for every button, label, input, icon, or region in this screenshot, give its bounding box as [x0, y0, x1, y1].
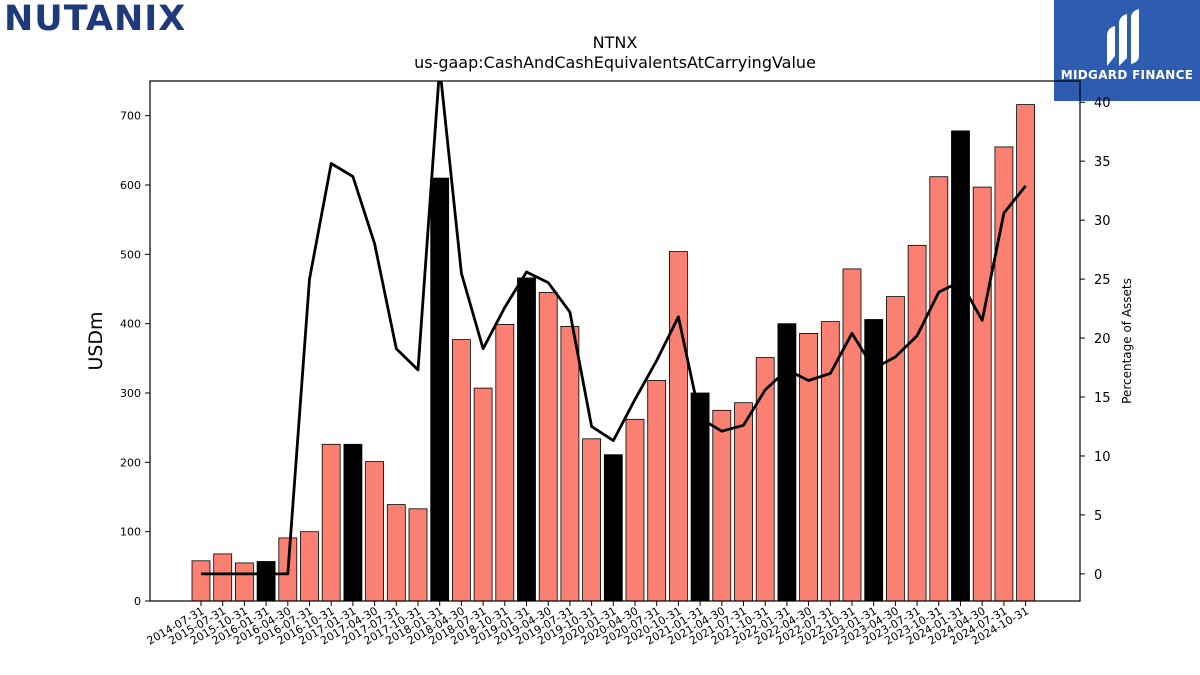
bar: [669, 251, 688, 602]
y-tick-label: 400: [120, 318, 141, 331]
bar: [777, 323, 797, 602]
nutanix-logo-text: NUTANIX: [4, 0, 187, 39]
bar: [386, 504, 406, 602]
y-tick-label: 0: [134, 595, 141, 608]
bar: [365, 461, 385, 602]
bar: [538, 292, 558, 602]
y2-tick-label: 20: [1094, 332, 1111, 347]
bar: [799, 332, 818, 602]
bar: [734, 402, 753, 602]
plot-area: 0100200300400500600700051015202530354020…: [120, 81, 1111, 648]
chart-title: NTNX: [593, 33, 638, 52]
series-line: [201, 81, 1027, 576]
midgard-emblem-icon: [1107, 9, 1139, 66]
midgard-finance-logo: MIDGARD FINANCE: [1054, 0, 1200, 101]
y2-axis-label: Percentage of Assets: [1120, 278, 1134, 404]
bar: [213, 553, 233, 602]
bar: [755, 357, 775, 602]
bar: [1016, 104, 1035, 602]
bar: [625, 418, 645, 602]
plot-frame: [149, 80, 1081, 602]
bar: [430, 177, 450, 602]
y2-tick-label: 40: [1094, 96, 1111, 111]
bar: [603, 454, 623, 602]
bar: [343, 443, 363, 602]
bar: [517, 277, 536, 602]
y2-tick-label: 30: [1094, 214, 1111, 229]
bar: [647, 380, 667, 602]
bar: [451, 339, 471, 602]
bar: [712, 409, 732, 602]
bar: [886, 296, 905, 602]
y2-tick-label: 10: [1094, 450, 1111, 465]
bar: [864, 319, 884, 602]
y-tick-label: 300: [120, 387, 141, 400]
bar: [473, 387, 493, 602]
bar: [907, 244, 927, 602]
bar: [300, 531, 319, 602]
y2-tick-label: 0: [1094, 568, 1102, 583]
bar: [256, 561, 276, 602]
y2-tick-label: 35: [1094, 155, 1111, 170]
y-tick-label: 100: [120, 526, 141, 539]
y2-tick-label: 5: [1094, 509, 1102, 524]
bar: [321, 443, 341, 602]
y-tick-label: 700: [120, 110, 141, 123]
y2-tick-label: 25: [1094, 273, 1111, 288]
y-tick-label: 600: [120, 179, 141, 192]
bar: [972, 186, 992, 602]
bar: [582, 438, 601, 602]
bar: [408, 508, 428, 602]
bar: [191, 560, 211, 602]
y-tick-label: 200: [120, 456, 141, 469]
bar: [234, 562, 254, 602]
bar: [842, 268, 862, 602]
y-axis-label: USDm: [85, 311, 107, 370]
bar: [560, 325, 580, 602]
midgard-finance-label: MIDGARD FINANCE: [1060, 68, 1194, 82]
bar: [951, 130, 970, 602]
chart-subtitle: us-gaap:CashAndCashEquivalentsAtCarrying…: [414, 53, 816, 72]
nutanix-logo: NUTANIX: [4, 0, 187, 39]
bar: [929, 176, 949, 602]
bar: [690, 392, 710, 602]
bar: [495, 323, 515, 602]
y2-tick-label: 15: [1094, 391, 1111, 406]
y-tick-label: 500: [120, 248, 141, 261]
